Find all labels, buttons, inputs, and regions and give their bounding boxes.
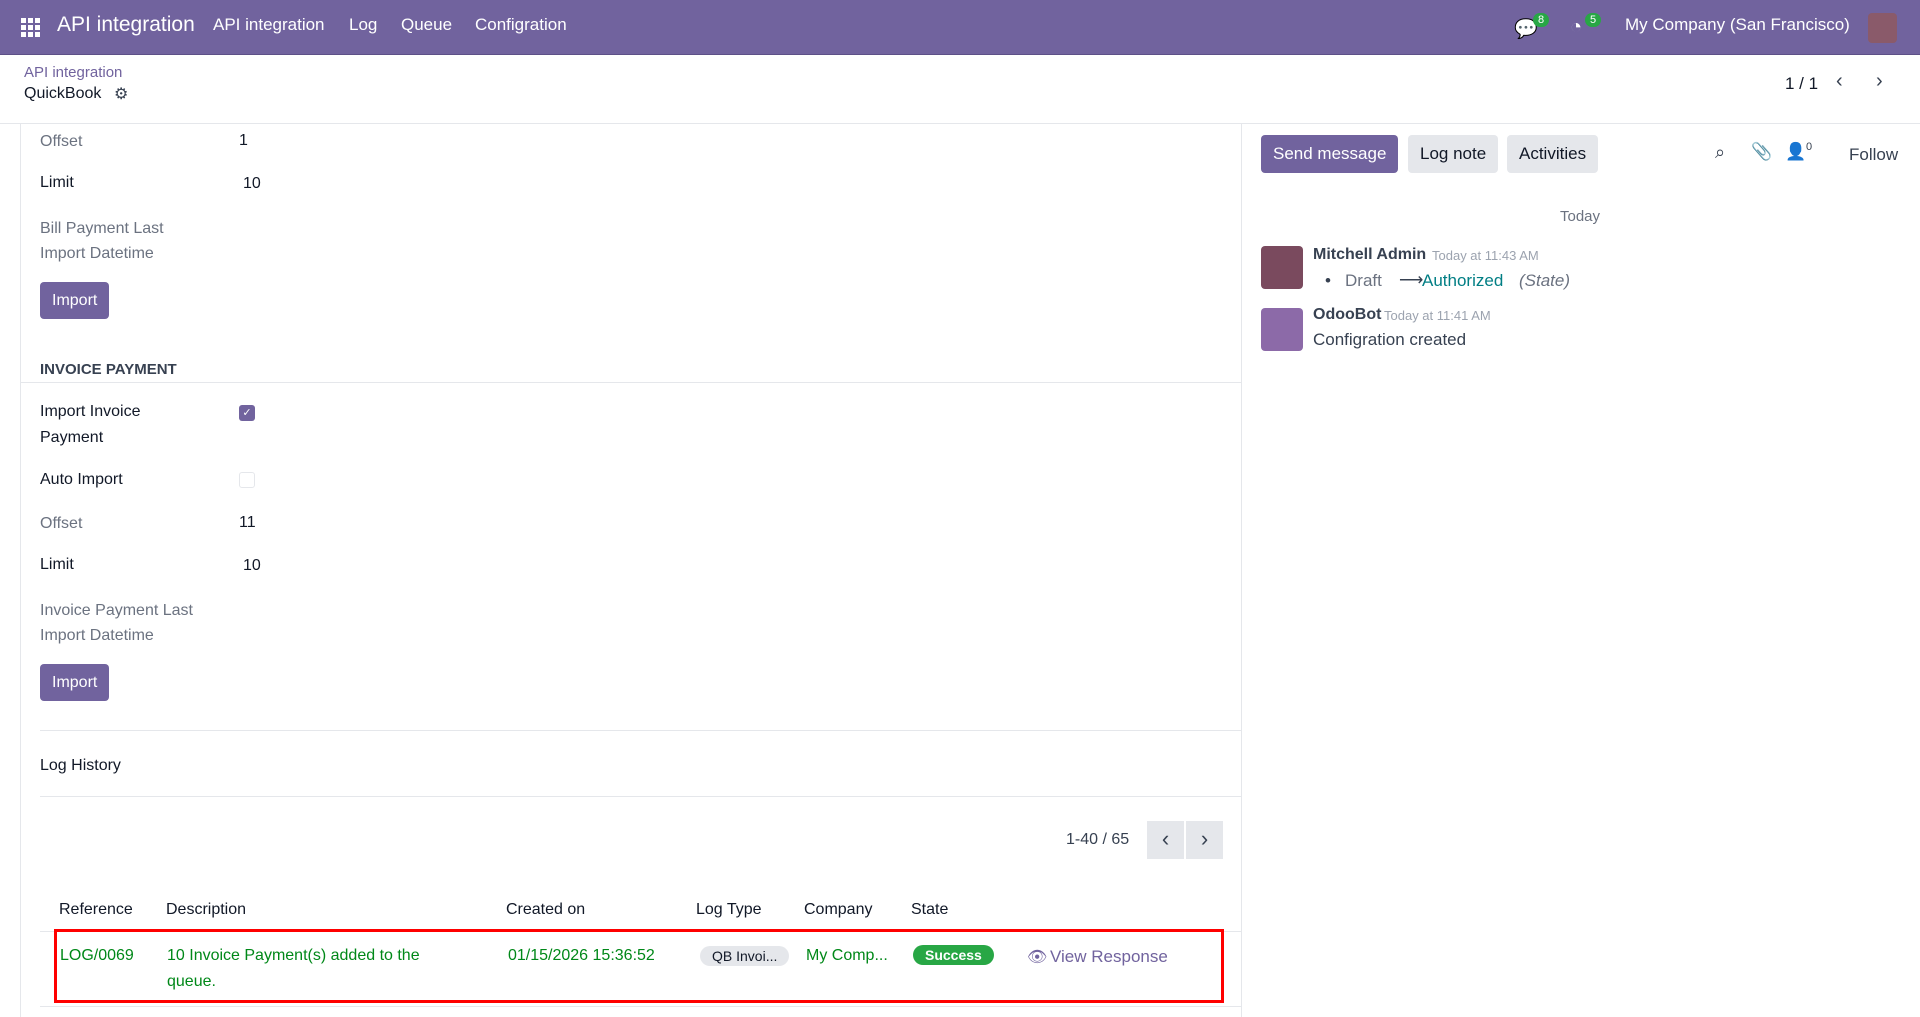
company-switcher[interactable]: My Company (San Francisco) bbox=[1625, 15, 1850, 34]
paperclip-icon[interactable]: 📎 bbox=[1751, 142, 1773, 161]
view-response-link[interactable]: View Response bbox=[1050, 947, 1168, 966]
col-created-on[interactable]: Created on bbox=[506, 901, 586, 918]
chatter: Send message Log note Activities ⌕ 📎 👤 0… bbox=[1242, 124, 1920, 1017]
tracking-field: (State) bbox=[1519, 271, 1571, 290]
limit-field[interactable]: 10 bbox=[243, 175, 261, 192]
log-history-title: Log History bbox=[40, 757, 121, 774]
record-pager: 1 / 1 bbox=[1785, 74, 1819, 93]
message-time: Today at 11:43 AM bbox=[1432, 248, 1539, 263]
auto-import-label: Auto Import bbox=[40, 471, 123, 488]
import-invoice-checkbox[interactable]: ✓ bbox=[239, 405, 255, 421]
messages-badge: 8 bbox=[1533, 13, 1550, 27]
bill-last-label-2: Import Datetime bbox=[40, 245, 154, 262]
import-invoice-label: Import Invoice bbox=[40, 403, 141, 420]
user-avatar[interactable] bbox=[1868, 13, 1897, 43]
form-sheet: Offset 1 Limit 10 Bill Payment Last Impo… bbox=[20, 124, 1242, 1017]
clock-icon[interactable]: ◔ bbox=[1570, 16, 1583, 38]
followers-icon[interactable]: 👤 bbox=[1785, 142, 1807, 161]
record-title: QuickBook bbox=[24, 85, 102, 102]
offset-field[interactable]: 1 bbox=[239, 132, 248, 149]
tracking-new-value: Authorized bbox=[1422, 271, 1504, 290]
send-message-button[interactable]: Send message bbox=[1261, 135, 1399, 173]
col-reference[interactable]: Reference bbox=[59, 901, 133, 918]
menu-queue[interactable]: Queue bbox=[401, 15, 453, 34]
limit-field[interactable]: 10 bbox=[243, 557, 261, 574]
bill-last-label: Bill Payment Last bbox=[40, 220, 164, 237]
bill-import-button[interactable]: Import bbox=[40, 282, 110, 319]
log-prev-button[interactable]: ‹ bbox=[1147, 821, 1184, 859]
menu-configration[interactable]: Configration bbox=[475, 15, 567, 34]
app-title[interactable]: API integration bbox=[57, 13, 195, 36]
limit-label: Limit bbox=[40, 174, 74, 191]
offset-label: Offset bbox=[40, 515, 83, 532]
message-body: Configration created bbox=[1313, 330, 1467, 349]
import-invoice-label-2: Payment bbox=[40, 429, 104, 446]
menu-log[interactable]: Log bbox=[349, 15, 378, 34]
message-author[interactable]: Mitchell Admin bbox=[1313, 246, 1427, 263]
invoice-last-label: Invoice Payment Last bbox=[40, 602, 193, 619]
divider bbox=[40, 796, 1242, 797]
arrow-right-icon: ⟶ bbox=[1399, 270, 1424, 289]
invoice-import-button[interactable]: Import bbox=[40, 664, 110, 701]
avatar[interactable] bbox=[1261, 246, 1303, 289]
pager-prev-icon[interactable]: ‹ bbox=[1836, 70, 1843, 92]
row-created-on: 01/15/2026 15:36:52 bbox=[508, 947, 655, 964]
divider bbox=[21, 382, 1241, 383]
eye-icon[interactable]: 👁 bbox=[1027, 949, 1048, 966]
col-description[interactable]: Description bbox=[166, 901, 247, 918]
col-log-type[interactable]: Log Type bbox=[696, 901, 762, 918]
row-description-2: queue. bbox=[167, 973, 216, 990]
log-pager: 1-40 / 65 bbox=[1066, 831, 1130, 848]
col-company[interactable]: Company bbox=[804, 901, 873, 918]
offset-label: Offset bbox=[40, 133, 83, 150]
messages-icon[interactable]: 💬 bbox=[1514, 19, 1538, 40]
avatar[interactable] bbox=[1261, 308, 1303, 351]
log-next-button[interactable]: › bbox=[1186, 821, 1223, 859]
search-icon[interactable]: ⌕ bbox=[1715, 142, 1726, 162]
invoice-last-label-2: Import Datetime bbox=[40, 627, 154, 644]
message-author[interactable]: OdooBot bbox=[1313, 306, 1382, 323]
pager-next-icon[interactable]: › bbox=[1876, 70, 1883, 92]
followers-count: 0 bbox=[1806, 141, 1813, 153]
control-panel: API integration QuickBook ⚙ 1 / 1 ‹ › bbox=[0, 55, 1920, 124]
message-time: Today at 11:41 AM bbox=[1384, 308, 1491, 323]
activities-badge: 5 bbox=[1585, 13, 1602, 27]
divider bbox=[40, 1006, 1242, 1007]
status-badge: Success bbox=[913, 945, 994, 965]
bullet: • bbox=[1325, 271, 1331, 290]
top-navbar: API integration API integration Log Queu… bbox=[0, 0, 1920, 55]
breadcrumb[interactable]: API integration bbox=[24, 64, 123, 81]
log-note-button[interactable]: Log note bbox=[1408, 135, 1499, 173]
app-grid-icon[interactable] bbox=[21, 18, 40, 37]
menu-api-integration[interactable]: API integration bbox=[213, 15, 325, 34]
gear-icon[interactable]: ⚙ bbox=[114, 86, 129, 103]
auto-import-checkbox[interactable] bbox=[239, 472, 255, 488]
table-row[interactable]: LOG/0069 10 Invoice Payment(s) added to … bbox=[54, 929, 1224, 1003]
follow-button[interactable]: Follow bbox=[1849, 145, 1899, 164]
activities-button[interactable]: Activities bbox=[1507, 135, 1599, 173]
invoice-payment-heading: INVOICE PAYMENT bbox=[40, 361, 177, 378]
row-reference: LOG/0069 bbox=[60, 947, 134, 964]
row-description: 10 Invoice Payment(s) added to the bbox=[167, 947, 420, 964]
offset-field[interactable]: 11 bbox=[239, 514, 256, 531]
col-state[interactable]: State bbox=[911, 901, 949, 918]
date-separator: Today bbox=[1560, 208, 1601, 225]
log-type-badge: QB Invoi... bbox=[700, 946, 790, 966]
limit-label: Limit bbox=[40, 556, 74, 573]
row-company: My Comp... bbox=[806, 947, 888, 964]
divider bbox=[40, 730, 1242, 731]
tracking-old-value: Draft bbox=[1345, 271, 1382, 290]
